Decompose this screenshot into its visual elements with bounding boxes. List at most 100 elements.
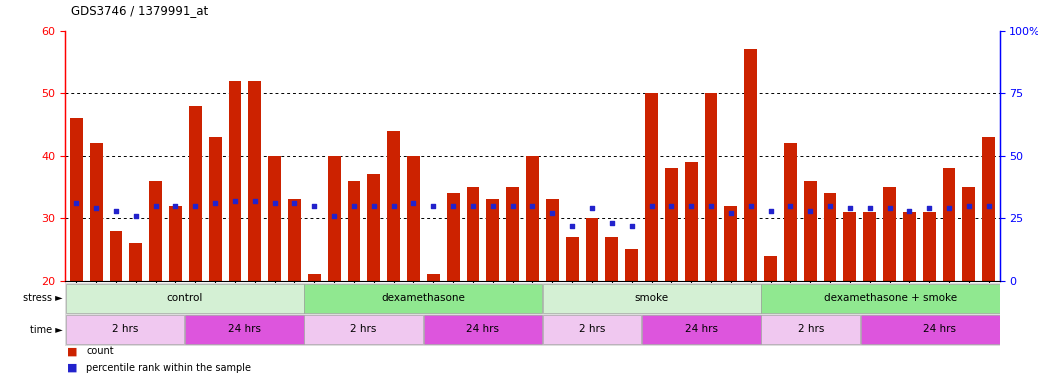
Point bbox=[445, 203, 462, 209]
Point bbox=[267, 200, 283, 206]
Point bbox=[842, 205, 858, 211]
Point bbox=[405, 200, 421, 206]
Text: ■: ■ bbox=[67, 363, 78, 373]
Bar bbox=[169, 206, 182, 281]
Bar bbox=[844, 212, 856, 281]
Bar bbox=[546, 199, 558, 281]
Point bbox=[980, 203, 996, 209]
Text: 2 hrs: 2 hrs bbox=[797, 324, 824, 334]
Bar bbox=[982, 137, 995, 281]
Text: ■: ■ bbox=[67, 346, 78, 356]
Bar bbox=[427, 275, 440, 281]
Text: control: control bbox=[166, 293, 202, 303]
Bar bbox=[387, 131, 400, 281]
Bar bbox=[705, 93, 717, 281]
Bar bbox=[308, 275, 321, 281]
Point bbox=[683, 203, 700, 209]
Bar bbox=[89, 143, 103, 281]
Point bbox=[703, 203, 719, 209]
Point bbox=[365, 203, 382, 209]
Text: dexamethasone + smoke: dexamethasone + smoke bbox=[824, 293, 957, 303]
Point bbox=[782, 203, 798, 209]
Point bbox=[862, 205, 878, 211]
Point bbox=[326, 213, 343, 219]
Bar bbox=[764, 256, 777, 281]
Text: 24 hrs: 24 hrs bbox=[466, 324, 499, 334]
Bar bbox=[466, 187, 480, 281]
Bar bbox=[643, 315, 761, 344]
Point bbox=[465, 203, 482, 209]
Bar bbox=[625, 250, 638, 281]
Point bbox=[544, 210, 561, 216]
Point bbox=[306, 203, 323, 209]
Point bbox=[564, 223, 580, 229]
Bar bbox=[507, 187, 519, 281]
Bar bbox=[328, 156, 340, 281]
Point bbox=[88, 205, 105, 211]
Bar bbox=[446, 193, 460, 281]
Point bbox=[624, 223, 640, 229]
Bar bbox=[526, 156, 539, 281]
Bar bbox=[487, 199, 499, 281]
Bar bbox=[861, 315, 1019, 344]
Text: 2 hrs: 2 hrs bbox=[112, 324, 138, 334]
Bar bbox=[130, 243, 142, 281]
Text: 24 hrs: 24 hrs bbox=[227, 324, 261, 334]
Bar bbox=[762, 284, 1019, 313]
Text: 24 hrs: 24 hrs bbox=[685, 324, 718, 334]
Bar bbox=[110, 231, 122, 281]
Bar bbox=[823, 193, 837, 281]
Bar bbox=[543, 315, 641, 344]
Bar bbox=[903, 212, 916, 281]
Point bbox=[246, 198, 263, 204]
Text: time ►: time ► bbox=[29, 325, 62, 335]
Bar bbox=[248, 81, 262, 281]
Bar bbox=[304, 284, 542, 313]
Bar bbox=[725, 206, 737, 281]
Text: percentile rank within the sample: percentile rank within the sample bbox=[86, 363, 251, 373]
Point bbox=[822, 203, 839, 209]
Point bbox=[524, 203, 541, 209]
Bar bbox=[803, 181, 817, 281]
Point bbox=[207, 200, 223, 206]
Bar bbox=[543, 284, 761, 313]
Bar bbox=[585, 218, 599, 281]
Text: smoke: smoke bbox=[634, 293, 668, 303]
Point bbox=[167, 203, 184, 209]
Point bbox=[802, 208, 819, 214]
Point bbox=[921, 205, 937, 211]
Point bbox=[147, 203, 164, 209]
Text: GDS3746 / 1379991_at: GDS3746 / 1379991_at bbox=[71, 4, 208, 17]
Bar bbox=[943, 168, 955, 281]
Bar bbox=[185, 315, 303, 344]
Point bbox=[425, 203, 441, 209]
Bar bbox=[65, 284, 303, 313]
Bar bbox=[228, 81, 242, 281]
Bar bbox=[268, 156, 281, 281]
Point bbox=[742, 203, 759, 209]
Point bbox=[901, 208, 918, 214]
Point bbox=[187, 203, 203, 209]
Bar bbox=[288, 199, 301, 281]
Point bbox=[128, 213, 144, 219]
Bar bbox=[367, 174, 380, 281]
Text: 2 hrs: 2 hrs bbox=[579, 324, 605, 334]
Bar bbox=[744, 50, 757, 281]
Bar bbox=[762, 315, 861, 344]
Point bbox=[644, 203, 660, 209]
Bar bbox=[665, 168, 678, 281]
Bar bbox=[685, 162, 698, 281]
Bar bbox=[566, 237, 578, 281]
Bar bbox=[304, 315, 422, 344]
Point bbox=[69, 200, 85, 206]
Bar bbox=[70, 118, 83, 281]
Bar bbox=[348, 181, 360, 281]
Point bbox=[108, 208, 125, 214]
Text: count: count bbox=[86, 346, 114, 356]
Bar bbox=[424, 315, 542, 344]
Point bbox=[603, 220, 620, 226]
Point bbox=[346, 203, 362, 209]
Bar bbox=[65, 315, 185, 344]
Bar bbox=[149, 181, 162, 281]
Bar bbox=[645, 93, 658, 281]
